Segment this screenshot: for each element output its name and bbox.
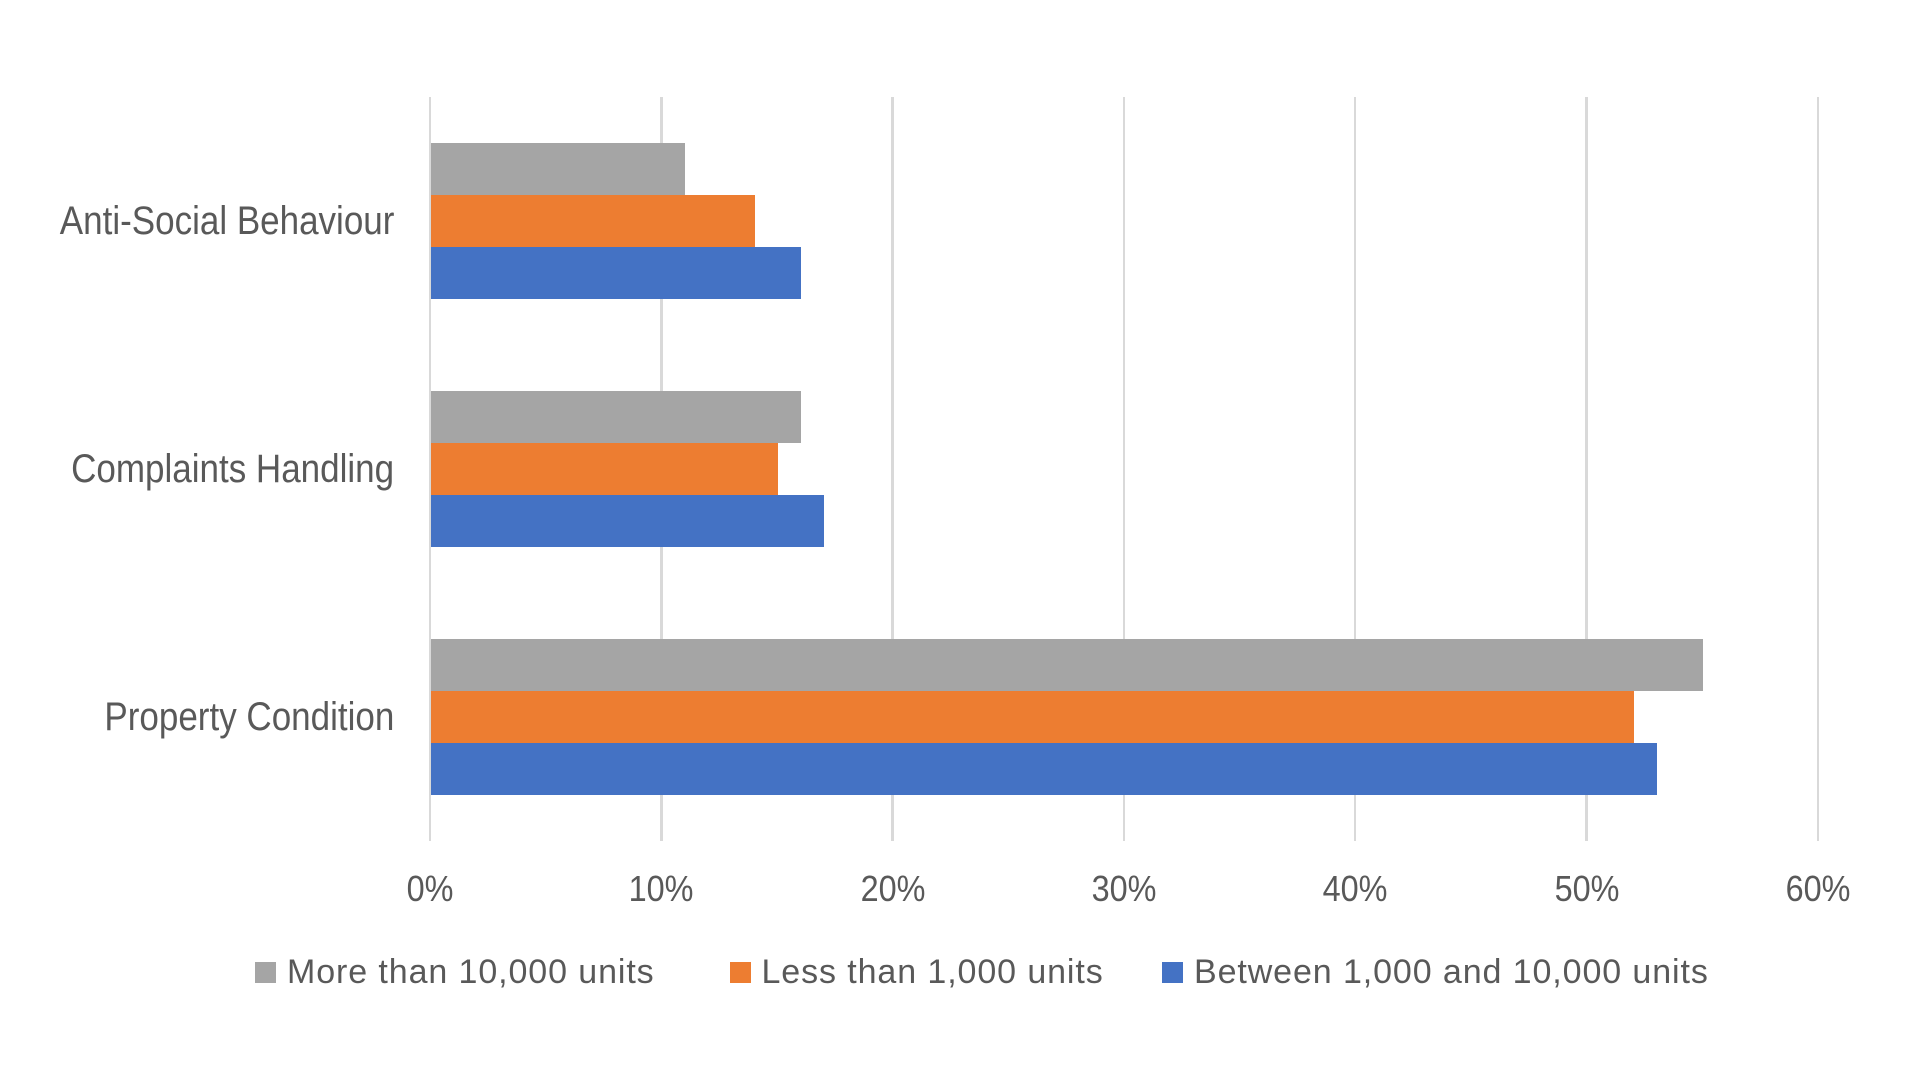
- gridline-20: [891, 97, 894, 841]
- x-tick-label-60: 60%: [1785, 868, 1851, 909]
- legend-label-0: More than 10,000 units: [287, 953, 655, 991]
- x-tick-label-20: 20%: [860, 868, 926, 909]
- legend-swatch-1: [729, 961, 751, 983]
- legend-item-0: More than 10,000 units: [255, 953, 655, 991]
- bar-property-condition-series-1: [431, 691, 1634, 743]
- bar-anti-social-behaviour-series-2: [431, 247, 802, 299]
- legend-swatch-0: [255, 961, 276, 983]
- gridline-0: [428, 97, 432, 841]
- legend-label-2: Between 1,000 and 10,000 units: [1194, 953, 1709, 991]
- bar-complaints-handling-series-0: [431, 391, 802, 443]
- gridline-60: [1816, 97, 1820, 841]
- category-label-anti-social-behaviour: Anti-Social Behaviour: [59, 199, 394, 243]
- gridline-40: [1353, 97, 1357, 841]
- legend-item-1: Less than 1,000 units: [729, 953, 1104, 991]
- x-tick-label-0: 0%: [406, 868, 454, 909]
- bar-anti-social-behaviour-series-1: [431, 195, 755, 247]
- x-tick-label-40: 40%: [1322, 868, 1388, 909]
- x-tick-label-50: 50%: [1554, 868, 1619, 909]
- x-tick-label-10: 10%: [628, 868, 694, 909]
- category-label-complaints-handling: Complaints Handling: [71, 447, 394, 491]
- bar-complaints-handling-series-2: [431, 495, 825, 547]
- bar-complaints-handling-series-1: [431, 443, 778, 495]
- category-label-property-condition: Property Condition: [104, 695, 394, 739]
- legend-swatch-2: [1162, 961, 1183, 983]
- x-tick-label-30: 30%: [1091, 868, 1157, 909]
- legend-label-1: Less than 1,000 units: [761, 953, 1104, 991]
- bar-property-condition-series-2: [431, 743, 1657, 795]
- gridline-30: [1122, 97, 1126, 841]
- gridline-50: [1585, 97, 1588, 841]
- bar-anti-social-behaviour-series-0: [431, 143, 686, 195]
- legend-item-2: Between 1,000 and 10,000 units: [1162, 953, 1709, 991]
- bar-property-condition-series-0: [431, 639, 1704, 691]
